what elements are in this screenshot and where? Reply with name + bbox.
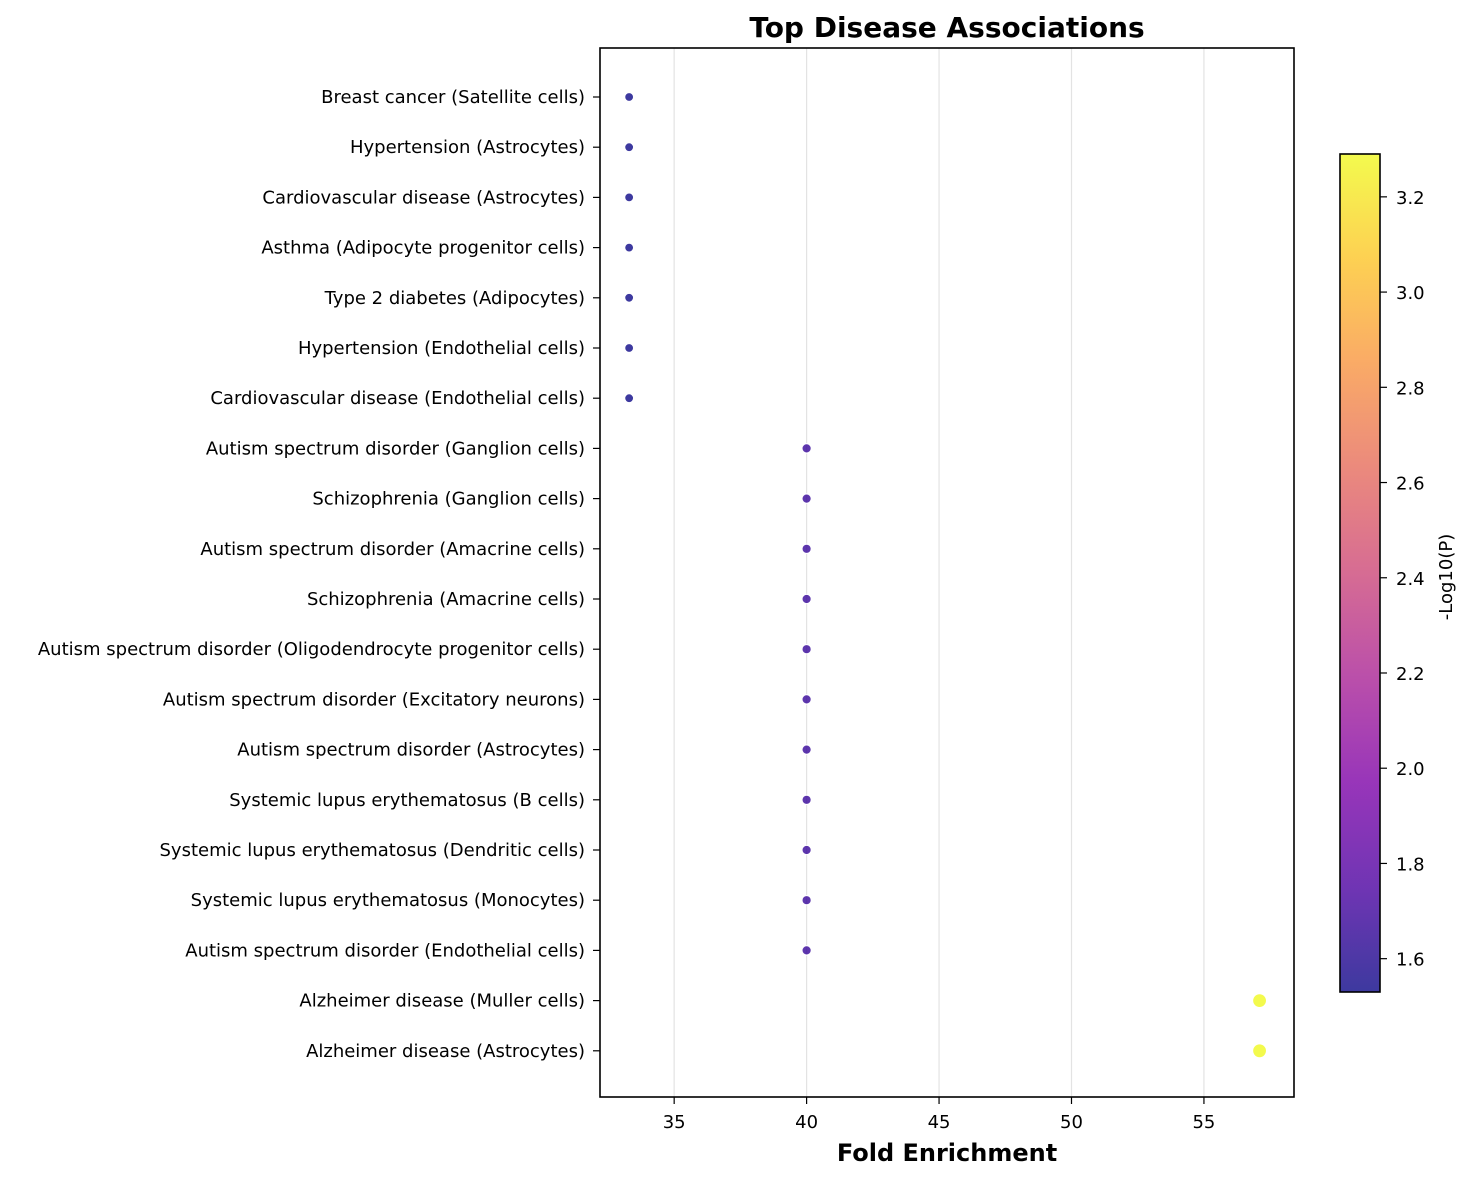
data-point xyxy=(624,242,635,253)
y-axis-ticks: Breast cancer (Satellite cells) Hypertens… xyxy=(38,87,600,1062)
data-point xyxy=(624,292,635,303)
y-category-label: Autism spectrum disorder (Endothelial ce… xyxy=(185,940,585,961)
colorbar-tick-label: 2.2 xyxy=(1396,664,1425,685)
data-point xyxy=(624,393,635,404)
colorbar-tick-label: 2.8 xyxy=(1396,378,1425,399)
data-point xyxy=(801,894,812,906)
data-point xyxy=(624,142,635,153)
data-point xyxy=(1251,1043,1268,1059)
colorbar-tick-label: 2.6 xyxy=(1396,474,1425,495)
y-category-label: Breast cancer (Satellite cells) xyxy=(321,87,585,108)
y-category-label: Autism spectrum disorder (Ganglion cells… xyxy=(206,438,585,459)
data-point xyxy=(801,744,812,755)
data-points xyxy=(624,91,1268,1059)
y-category-label: Hypertension (Astrocytes) xyxy=(350,137,585,158)
y-category-label: Schizophrenia (Amacrine cells) xyxy=(307,589,585,610)
x-axis-label: Fold Enrichment xyxy=(837,1139,1057,1167)
data-point xyxy=(801,443,812,454)
y-category-label: Cardiovascular disease (Endothelial cell… xyxy=(210,388,585,409)
x-tick-label: 45 xyxy=(928,1112,951,1133)
colorbar-ticks: 1.6 1.8 2.0 2.2 2.4 2.6 2.8 3.0 3.2 xyxy=(1380,188,1425,971)
y-category-label: Hypertension (Endothelial cells) xyxy=(298,338,585,359)
y-category-label: Alzheimer disease (Astrocytes) xyxy=(306,1041,585,1062)
data-point xyxy=(801,794,812,806)
y-category-label: Systemic lupus erythematosus (Dendritic … xyxy=(159,840,585,861)
data-point xyxy=(801,694,812,705)
x-tick-label: 40 xyxy=(795,1112,818,1133)
x-tick-label: 55 xyxy=(1192,1112,1215,1133)
colorbar-tick-label: 1.6 xyxy=(1396,950,1425,971)
y-category-label: Type 2 diabetes (Adipocytes) xyxy=(324,288,585,309)
x-tick-label: 50 xyxy=(1060,1112,1083,1133)
colorbar-frame xyxy=(1339,153,1381,993)
plot-frame xyxy=(599,47,1295,1098)
colorbar-label: -Log10(P) xyxy=(1436,534,1457,620)
chart-title: Top Disease Associations xyxy=(749,11,1144,44)
data-point xyxy=(1251,992,1268,1009)
colorbar-tick-label: 1.8 xyxy=(1396,854,1425,875)
data-point xyxy=(624,342,635,354)
y-category-label: Alzheimer disease (Muller cells) xyxy=(299,991,585,1012)
data-point xyxy=(801,945,812,956)
x-axis-ticks: 35 40 45 50 55 xyxy=(663,1097,1215,1133)
data-point xyxy=(801,543,812,555)
grid-lines xyxy=(673,48,1205,1097)
data-point xyxy=(801,844,812,856)
colorbar-tick-label: 2.4 xyxy=(1396,569,1425,590)
colorbar: 1.6 1.8 2.0 2.2 2.4 2.6 2.8 3.0 3.2 -Log10(P) xyxy=(1339,153,1457,993)
colorbar-gradient xyxy=(1340,154,1380,992)
colorbar-tick-label: 3.0 xyxy=(1396,283,1425,304)
y-category-label: Schizophrenia (Ganglion cells) xyxy=(312,489,585,510)
x-tick-label: 35 xyxy=(663,1112,686,1133)
y-category-label: Autism spectrum disorder (Oligodendrocyt… xyxy=(38,639,585,660)
y-category-label: Autism spectrum disorder (Amacrine cells… xyxy=(200,539,585,560)
y-category-label: Autism spectrum disorder (Astrocytes) xyxy=(237,740,585,761)
y-category-label: Asthma (Adipocyte progenitor cells) xyxy=(261,238,585,259)
data-point xyxy=(801,643,812,655)
y-category-label: Autism spectrum disorder (Excitatory neu… xyxy=(163,689,585,710)
colorbar-tick-label: 2.0 xyxy=(1396,759,1425,780)
y-category-label: Cardiovascular disease (Astrocytes) xyxy=(262,187,585,208)
y-category-label: Systemic lupus erythematosus (B cells) xyxy=(229,790,585,811)
y-category-label: Systemic lupus erythematosus (Monocytes) xyxy=(191,890,585,911)
data-point xyxy=(801,593,812,605)
data-point xyxy=(624,192,635,203)
data-point xyxy=(801,493,812,504)
data-point xyxy=(624,91,635,103)
colorbar-tick-label: 3.2 xyxy=(1396,188,1425,209)
